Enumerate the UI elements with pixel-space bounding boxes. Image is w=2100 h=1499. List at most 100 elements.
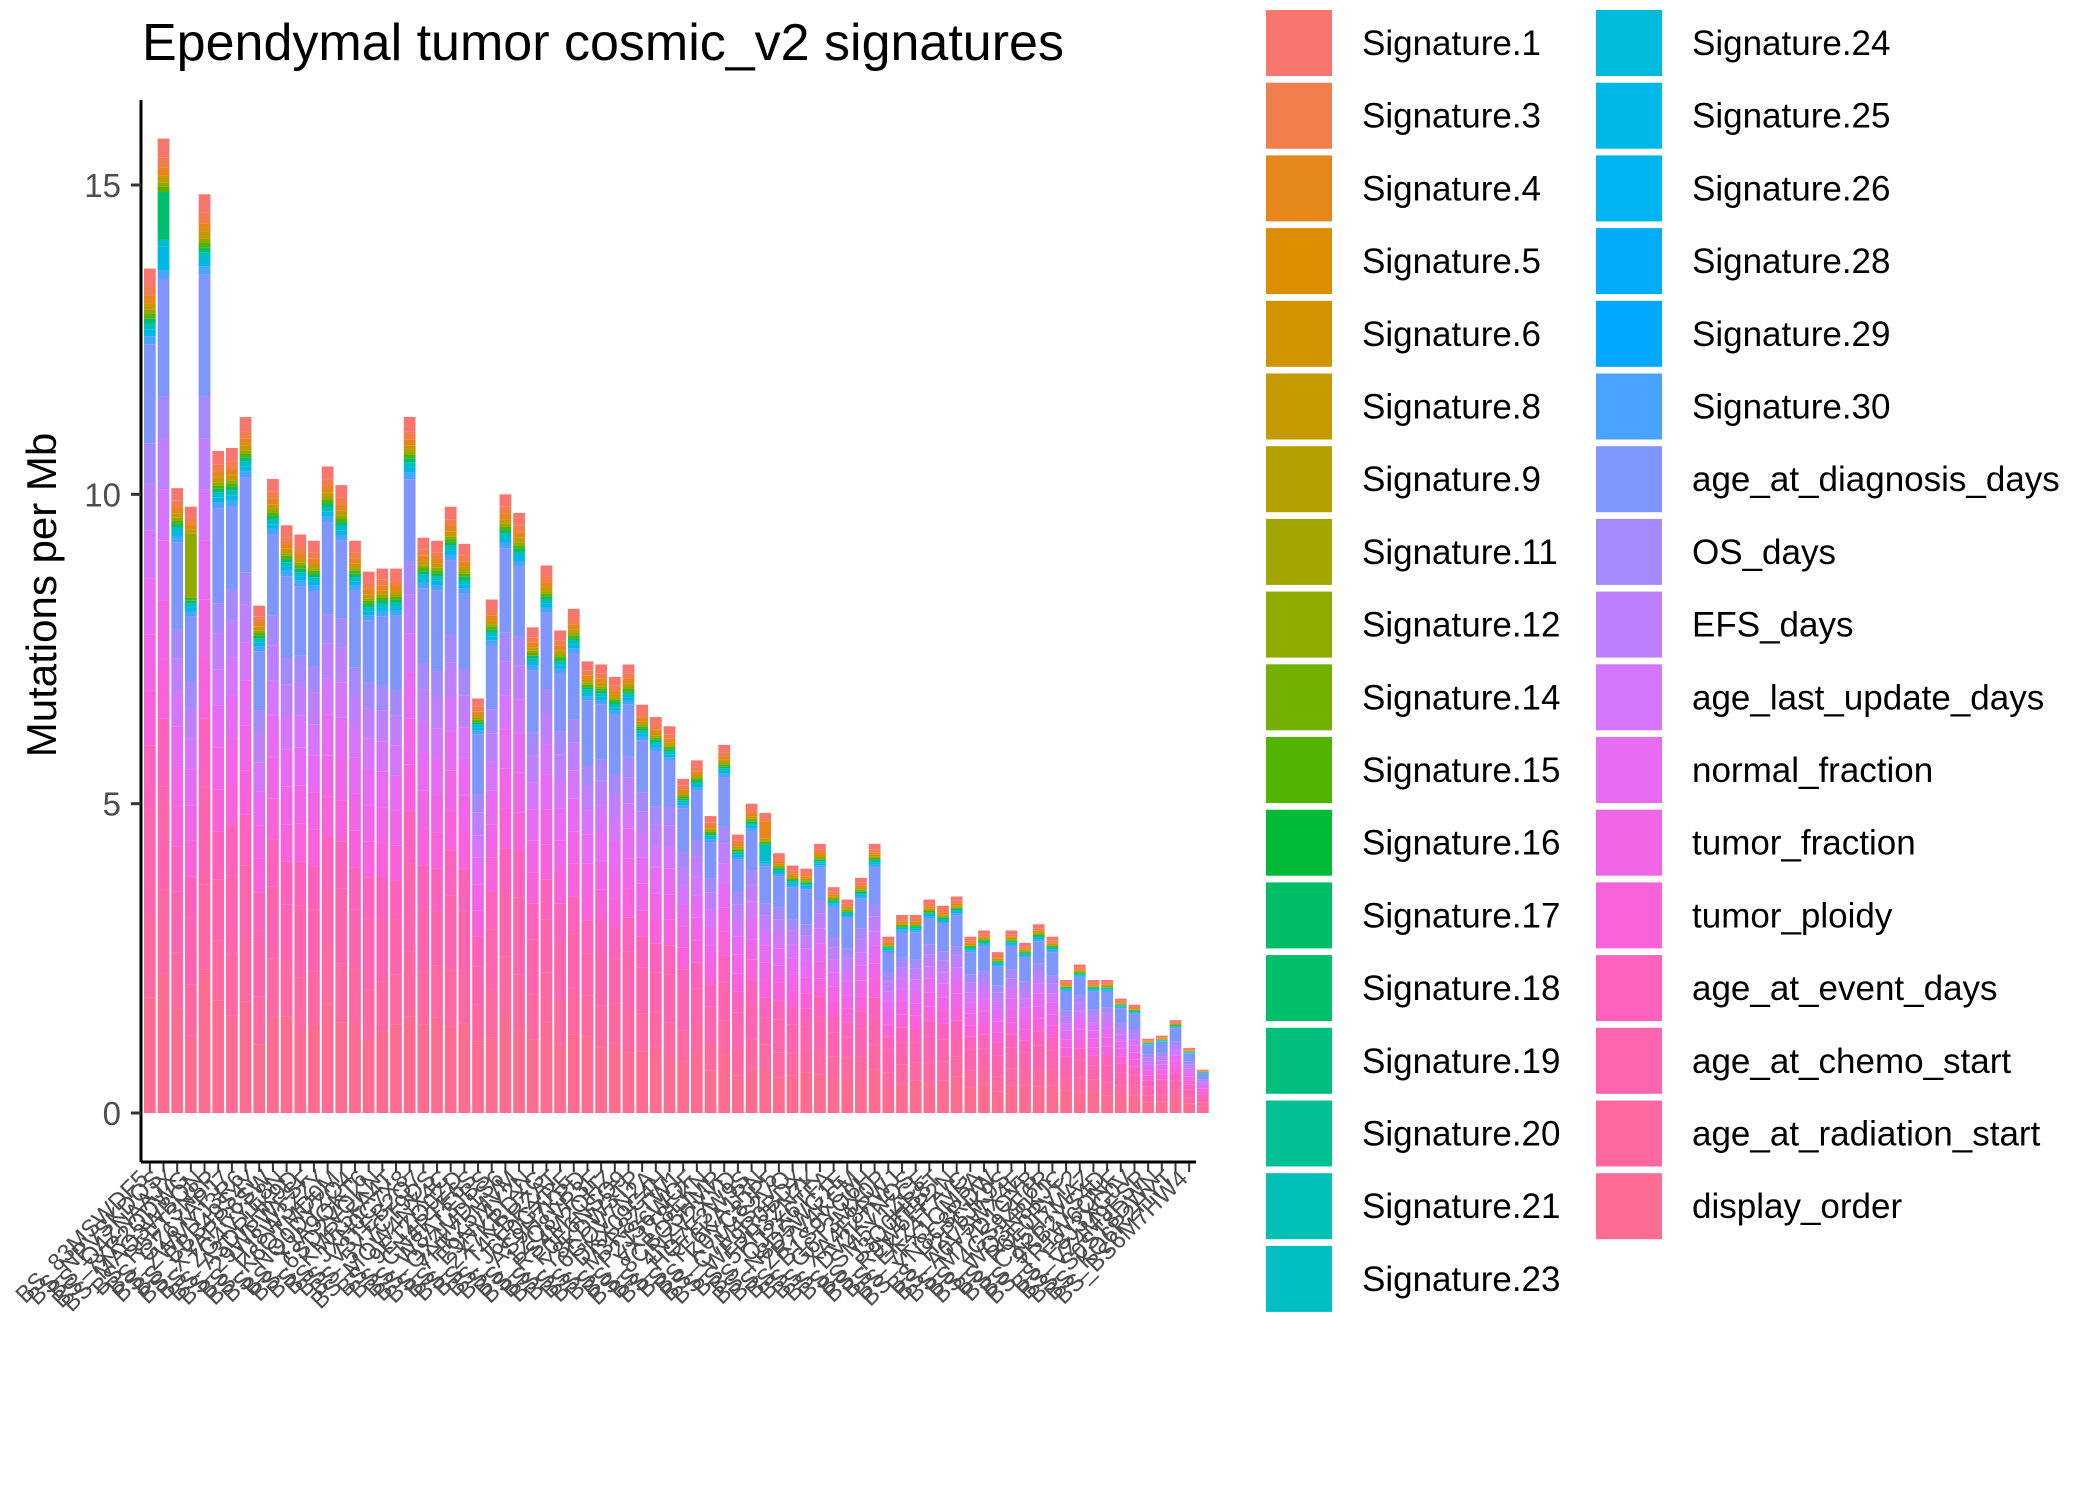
- bar-segment-age_last_update_days: [143, 530, 156, 579]
- bar-segment-age_at_chemo_start: [649, 972, 662, 1012]
- legend-label: Signature.6: [1362, 315, 1541, 354]
- bar-BS_6SD2VQKN: [376, 568, 389, 1113]
- bar-segment-Signature.23: [253, 638, 266, 643]
- bar-segment-OS_days: [1155, 1052, 1168, 1057]
- bar-BS_QJ2X6TFA: [827, 887, 840, 1113]
- bar-segment-Signature.25: [540, 603, 553, 608]
- bar-segment-Signature.15: [964, 946, 977, 948]
- bar-segment-age_at_event_days: [827, 1016, 840, 1033]
- bar-segment-tumor_ploidy: [855, 996, 867, 1012]
- bar-segment-Signature.25: [513, 556, 525, 562]
- bar-segment-display_order: [513, 1030, 525, 1113]
- bar-segment-Signature.8: [773, 863, 785, 866]
- bar-segment-Signature.23: [567, 640, 580, 645]
- bar-segment-Signature.4: [704, 825, 717, 829]
- bar-segment-age_at_diagnosis_days: [663, 760, 676, 807]
- bar-BS_29WPWFSF: [308, 540, 320, 1113]
- bar-segment-age_last_update_days: [855, 952, 867, 966]
- bar-segment-age_at_chemo_start: [472, 966, 484, 1005]
- bar-segment-Signature.23: [1128, 1011, 1141, 1013]
- legend-swatch: [1266, 300, 1332, 367]
- bar-segment-Signature.8: [444, 531, 457, 537]
- bar-segment-Signature.4: [759, 821, 772, 839]
- bar-segment-Signature.8: [732, 846, 744, 849]
- bar-segment-Signature.15: [595, 688, 607, 691]
- bar-segment-Signature.12: [567, 632, 580, 636]
- bar-segment-Signature.25: [280, 566, 293, 571]
- bar-segment-Signature.30: [663, 757, 676, 761]
- bar-segment-Signature.15: [800, 881, 813, 883]
- bar-segment-Signature.23: [1142, 1043, 1155, 1045]
- bar-segment-normal_fraction: [732, 936, 744, 955]
- bar-segment-age_at_diagnosis_days: [978, 946, 990, 972]
- bar-segment-Signature.12: [759, 840, 772, 842]
- bar-segment-tumor_fraction: [1060, 1039, 1072, 1048]
- bar-segment-age_last_update_days: [253, 762, 266, 792]
- bar-segment-Signature.30: [882, 950, 895, 953]
- bar-segment-age_at_radiation_start: [294, 977, 307, 1032]
- bar-segment-age_at_radiation_start: [567, 987, 580, 1035]
- bar-segment-age_at_radiation_start: [417, 971, 430, 1025]
- bar-segment-tumor_fraction: [485, 824, 498, 858]
- bar-segment-age_at_radiation_start: [868, 1044, 881, 1070]
- bar-segment-EFS_days: [704, 892, 717, 910]
- bar-segment-Signature.18: [431, 573, 443, 577]
- bar-segment-age_at_radiation_start: [718, 1020, 731, 1055]
- legend-item-Signature.15: Signature.15: [1266, 737, 1560, 803]
- bar-segment-Signature.23: [622, 693, 635, 698]
- bar-segment-age_last_update_days: [184, 738, 197, 770]
- bar-segment-display_order: [773, 1077, 785, 1113]
- bar-segment-age_at_event_days: [280, 861, 293, 905]
- bar-segment-display_order: [280, 1016, 293, 1113]
- bar-segment-Signature.25: [896, 929, 908, 931]
- bar-segment-Signature.8: [1019, 949, 1031, 951]
- bar-segment-age_at_event_days: [171, 846, 184, 892]
- bar-segment-Signature.18: [485, 629, 498, 633]
- bar-segment-Signature.3: [1073, 967, 1086, 970]
- bar-segment-age_at_event_days: [417, 865, 430, 908]
- bar-segment-Signature.30: [321, 516, 334, 523]
- legend-swatch: [1596, 1100, 1662, 1167]
- bar-segment-age_at_chemo_start: [444, 895, 457, 970]
- bar-BS_WQ3N8KJC: [1060, 979, 1072, 1113]
- bar-segment-Signature.15: [978, 940, 990, 942]
- bar-segment-Signature.30: [335, 534, 348, 541]
- bar-segment-Signature.25: [403, 467, 416, 473]
- bar-segment-Signature.3: [1142, 1040, 1155, 1042]
- bar-segment-normal_fraction: [718, 884, 731, 908]
- bar-segment-Signature.8: [184, 529, 197, 534]
- bar-segment-age_at_diagnosis_days: [1183, 1053, 1196, 1062]
- bar-segment-Signature.1: [677, 778, 690, 786]
- y-tick-label: 0: [103, 1095, 121, 1132]
- bar-segment-normal_fraction: [390, 775, 402, 811]
- bar-segment-age_at_radiation_start: [677, 1030, 690, 1062]
- bar-segment-Signature.15: [991, 960, 1004, 962]
- bar-segment-Signature.30: [1128, 1013, 1141, 1015]
- bar-segment-Signature.1: [198, 194, 211, 213]
- bar-segment-Signature.25: [827, 903, 840, 905]
- bar-segment-age_at_diagnosis_days: [745, 831, 758, 871]
- bar-segment-Signature.18: [444, 542, 457, 546]
- bar-segment-display_order: [444, 1026, 457, 1113]
- bar-segment-age_at_chemo_start: [554, 939, 566, 1000]
- bar-segment-OS_days: [649, 806, 662, 825]
- bar-segment-age_at_event_days: [814, 996, 826, 1017]
- bar-segment-Signature.23: [349, 577, 361, 582]
- legend-item-Signature.24: Signature.24: [1596, 10, 1890, 76]
- bar-segment-Signature.18: [991, 961, 1004, 963]
- bar-segment-Signature.30: [1073, 976, 1086, 978]
- legend-item-Signature.12: Signature.12: [1266, 591, 1560, 658]
- bar-segment-age_last_update_days: [458, 727, 471, 759]
- legend-swatch: [1596, 228, 1662, 295]
- bar-segment-Signature.4: [513, 532, 525, 538]
- bar-segment-Signature.25: [663, 754, 676, 758]
- bar-segment-Signature.15: [1046, 945, 1059, 947]
- legend-item-Signature.4: Signature.4: [1266, 155, 1541, 222]
- bar-segment-age_at_event_days: [649, 943, 662, 973]
- bar-segment-Signature.18: [827, 900, 840, 902]
- bar-segment-age_at_radiation_start: [513, 974, 525, 1031]
- bar-segment-Signature.12: [226, 480, 238, 484]
- bar-segment-Signature.18: [882, 947, 895, 949]
- bar-segment-Signature.23: [1114, 1005, 1127, 1007]
- bar-segment-Signature.3: [937, 909, 949, 913]
